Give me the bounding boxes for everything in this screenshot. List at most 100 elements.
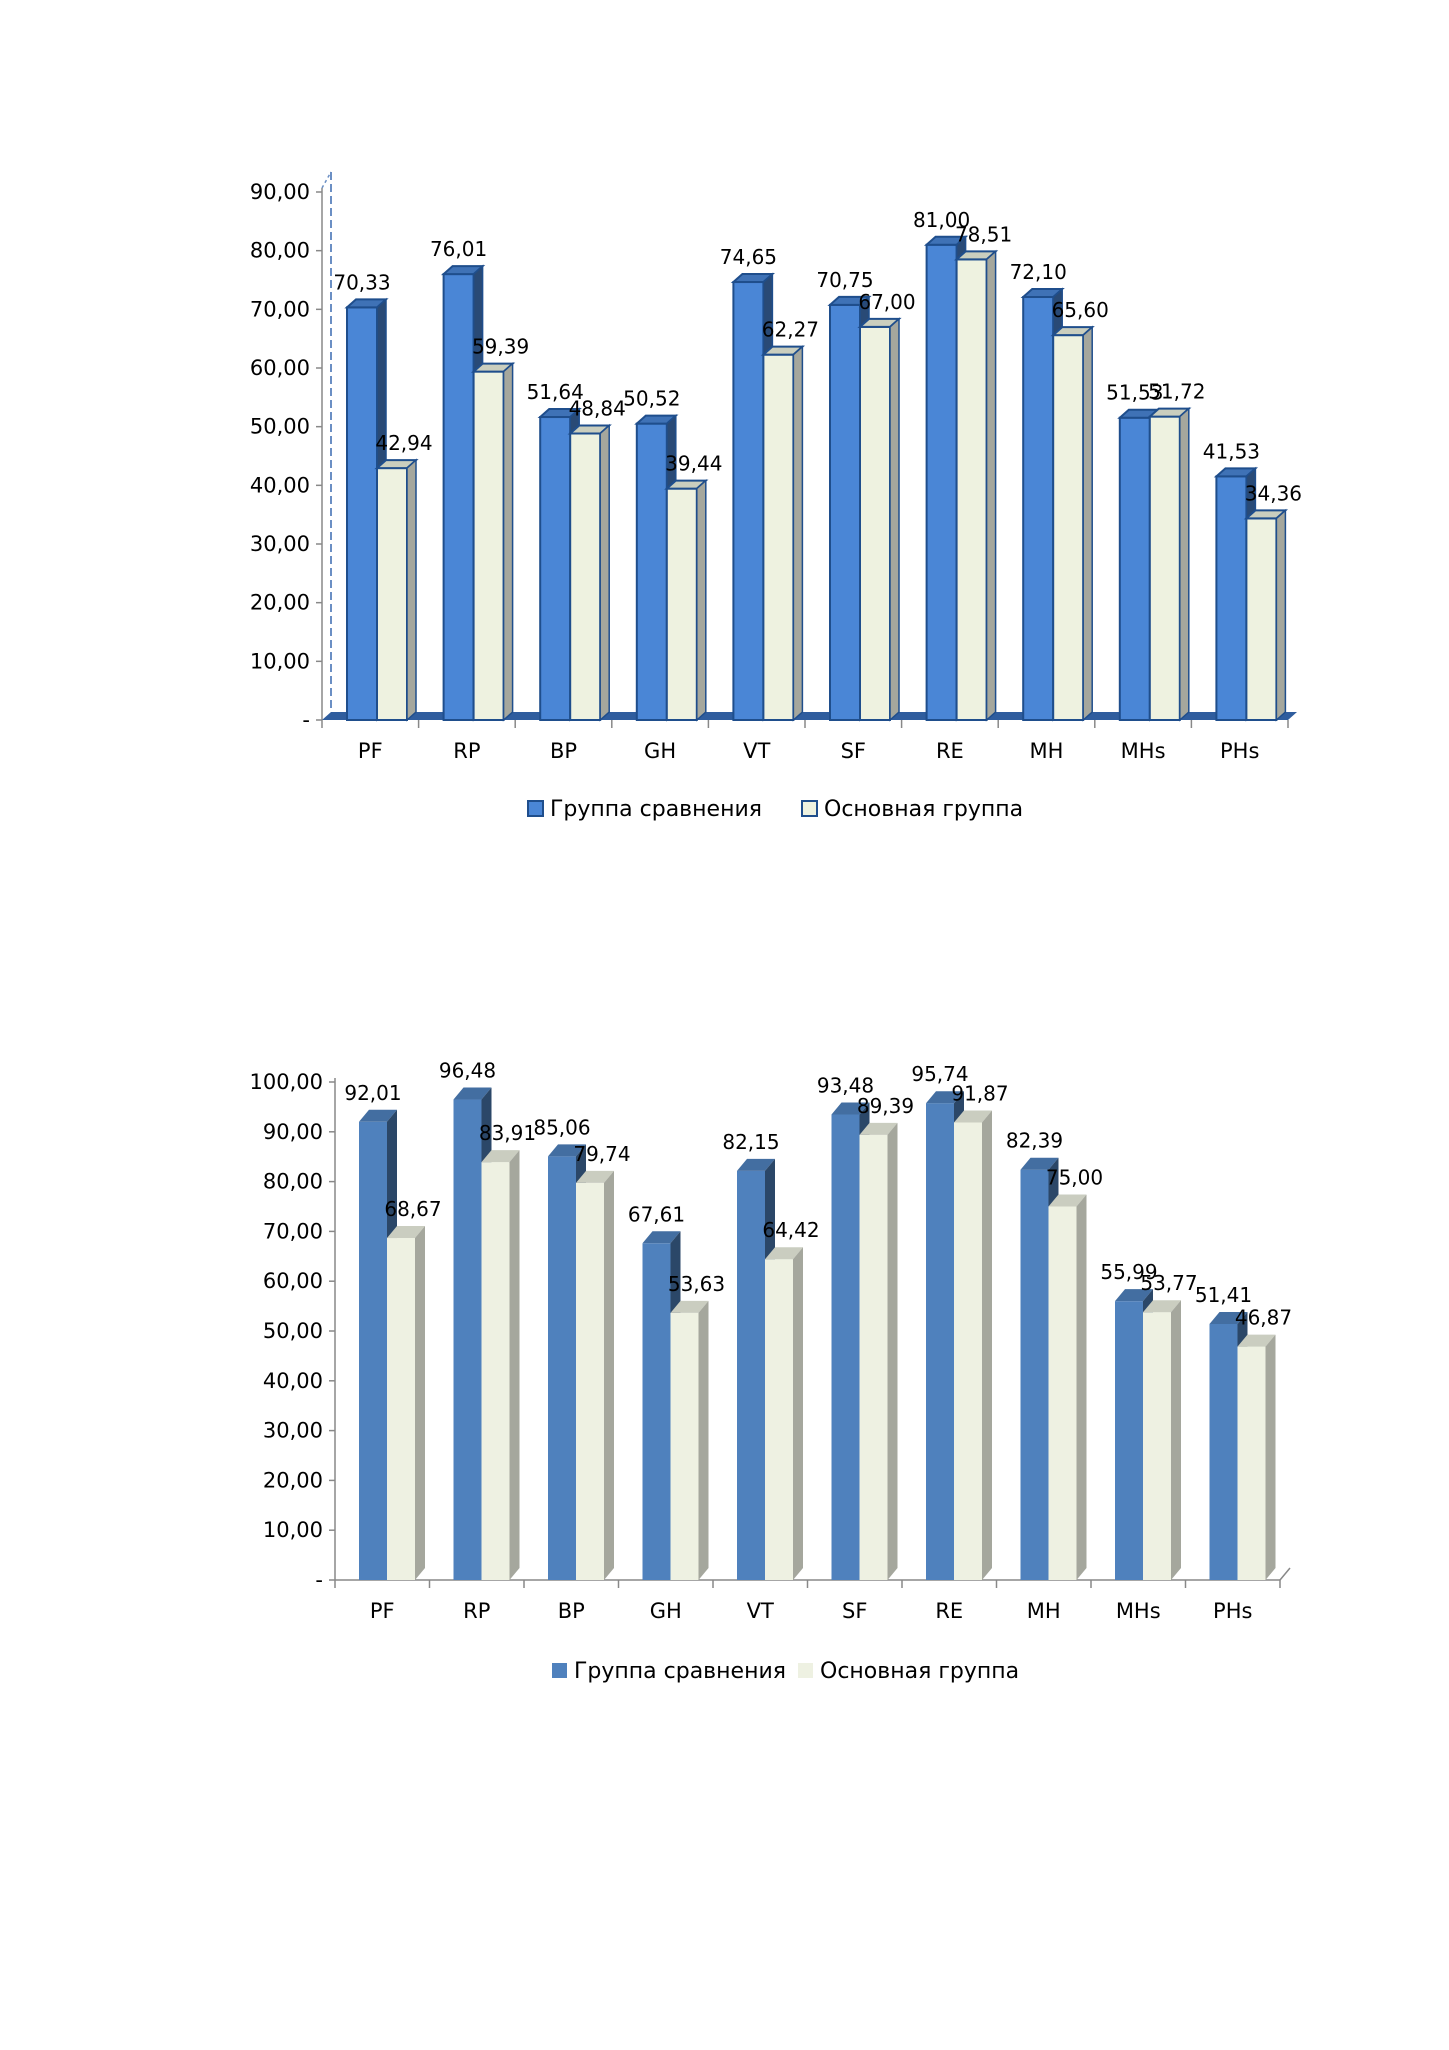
bar	[1215, 475, 1248, 721]
data-label: 51,53	[1106, 381, 1163, 405]
bar	[1118, 416, 1151, 721]
bar-side	[696, 478, 707, 722]
bar	[359, 1121, 387, 1580]
bar-top	[1020, 1157, 1059, 1170]
bar-side	[793, 1247, 803, 1580]
bar-top	[481, 1150, 520, 1163]
y-tick-label: 40,00	[250, 473, 310, 497]
category-label: VT	[747, 1599, 774, 1623]
bar	[1022, 296, 1055, 721]
category-label: MH	[1030, 739, 1064, 763]
y-tick-label: -	[302, 708, 310, 732]
y-tick-label: 60,00	[263, 1269, 323, 1293]
data-label: 74,65	[720, 245, 777, 269]
bar-side	[982, 1110, 992, 1580]
category-label: RP	[453, 739, 480, 763]
data-label: 51,72	[1148, 380, 1205, 404]
data-label: 53,63	[668, 1272, 725, 1296]
bar-side	[985, 249, 997, 722]
category-label: SF	[841, 739, 866, 763]
data-label: 34,36	[1245, 481, 1302, 505]
category-label: SF	[842, 1599, 867, 1623]
bar-top	[642, 1231, 681, 1244]
bar-side	[698, 1300, 709, 1580]
bar	[1148, 415, 1181, 721]
bar-side	[406, 458, 417, 722]
data-label: 70,33	[333, 270, 390, 294]
y-tick-label: 50,00	[263, 1319, 323, 1343]
category-label: PF	[370, 1599, 395, 1623]
category-label: RE	[936, 739, 964, 763]
bar	[926, 1103, 954, 1580]
x-axis-depth-line	[1279, 1567, 1291, 1581]
data-label: 91,87	[951, 1081, 1008, 1105]
bar-top	[1209, 1311, 1248, 1324]
bar-side	[1082, 325, 1093, 722]
data-label: 62,27	[762, 318, 819, 342]
bar	[925, 243, 958, 722]
y-tick-label: 80,00	[263, 1170, 323, 1194]
legend-label: Группа сравнения	[550, 797, 762, 822]
bar	[1245, 517, 1278, 721]
bar-top	[548, 1144, 586, 1157]
y-tick-label: 60,00	[250, 356, 310, 380]
legend-label: Группа сравнения	[574, 1659, 786, 1684]
bar	[548, 1156, 576, 1580]
bar	[346, 306, 378, 721]
bar	[539, 416, 572, 721]
data-label: 82,39	[1006, 1129, 1063, 1153]
bar-top	[954, 1110, 992, 1123]
data-label: 92,01	[344, 1081, 401, 1105]
bar	[481, 1162, 510, 1580]
legend-swatch	[801, 800, 818, 817]
bar	[732, 281, 765, 721]
data-label: 93,48	[817, 1073, 874, 1097]
category-label: MHs	[1121, 739, 1166, 763]
bar-top	[670, 1300, 709, 1313]
data-label: 79,74	[573, 1142, 630, 1166]
data-label: 82,15	[722, 1130, 779, 1154]
bar	[635, 422, 668, 721]
bar	[762, 353, 795, 721]
bar	[1143, 1312, 1171, 1580]
bar-side	[604, 1170, 614, 1580]
bar-top	[359, 1109, 397, 1122]
data-label: 83,91	[479, 1121, 536, 1145]
data-label: 67,61	[628, 1202, 685, 1226]
bar-top	[831, 1102, 870, 1115]
bar	[737, 1170, 765, 1580]
data-label: 78,51	[955, 222, 1012, 246]
legend-label: Основная группа	[820, 1659, 1019, 1684]
y-tick-label: 80,00	[250, 239, 310, 263]
y-tick-label: 30,00	[250, 532, 310, 556]
data-label: 75,00	[1046, 1166, 1103, 1190]
bar	[576, 1182, 604, 1580]
data-label: 48,84	[569, 396, 626, 420]
data-label: 53,77	[1140, 1271, 1197, 1295]
data-label: 59,39	[472, 335, 529, 359]
bar	[831, 1114, 860, 1580]
data-label: 39,44	[665, 452, 722, 476]
data-label: 85,06	[533, 1115, 590, 1139]
y-tick-label: 90,00	[250, 180, 310, 204]
bar-top	[1115, 1289, 1153, 1302]
data-label: 41,53	[1203, 439, 1260, 463]
bar	[1209, 1323, 1238, 1580]
bar	[387, 1238, 415, 1580]
category-label: MH	[1027, 1599, 1061, 1623]
bar-top	[387, 1226, 425, 1239]
bar-top	[859, 1122, 898, 1135]
bar	[670, 1312, 699, 1580]
bar-side	[1179, 406, 1190, 722]
bar-side	[502, 361, 514, 722]
bar	[642, 1243, 671, 1580]
data-label: 70,75	[816, 268, 873, 292]
bar	[1115, 1301, 1143, 1580]
y-tick-label: 90,00	[263, 1120, 323, 1144]
bar	[442, 273, 475, 721]
bar-top	[1048, 1194, 1087, 1207]
category-label: VT	[743, 739, 770, 763]
bar	[1052, 334, 1085, 721]
bar-side	[509, 1150, 520, 1580]
y-tick-label: 100,00	[250, 1070, 323, 1094]
